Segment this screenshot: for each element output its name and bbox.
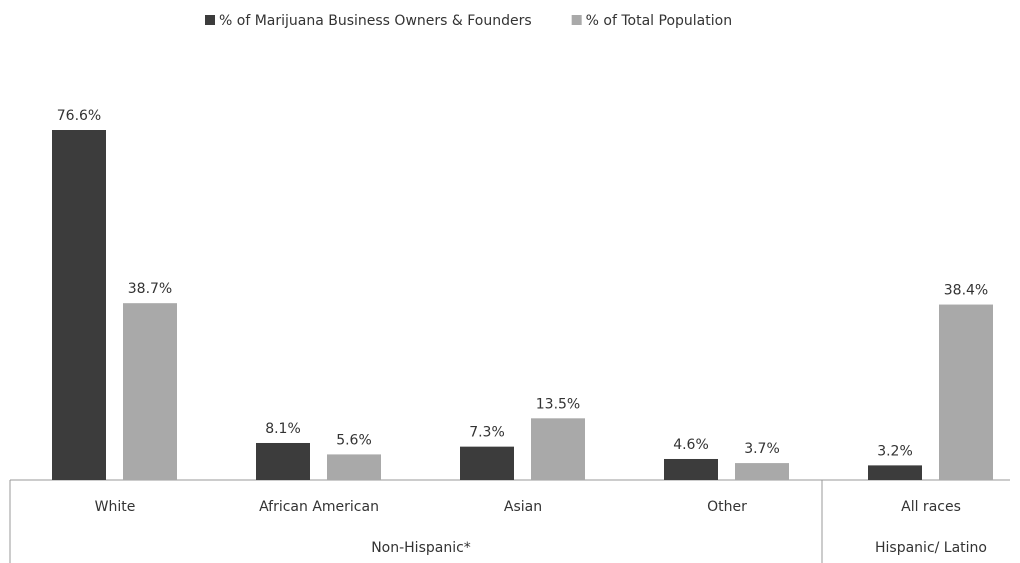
group-label: Hispanic/ Latino (875, 540, 987, 556)
data-label: 38.4% (944, 283, 988, 299)
x-tick-label: African American (259, 499, 379, 515)
bar (939, 304, 993, 480)
legend-label: % of Total Population (586, 13, 732, 29)
data-label: 3.7% (744, 441, 780, 457)
bar (735, 463, 789, 480)
data-label: 7.3% (469, 425, 505, 441)
legend-label: % of Marijuana Business Owners & Founder… (219, 13, 532, 29)
data-label: 13.5% (536, 396, 580, 412)
bar (664, 458, 718, 480)
data-label: 5.6% (336, 432, 372, 448)
bar (460, 446, 514, 480)
bar (256, 442, 310, 480)
data-label: 8.1% (265, 421, 301, 437)
x-tick-label: Asian (504, 499, 542, 515)
data-label: 4.6% (673, 437, 709, 453)
legend-swatch (571, 15, 582, 25)
bar (52, 130, 106, 480)
data-label: 38.7% (128, 281, 172, 297)
bar (123, 303, 177, 480)
x-tick-label: All races (901, 499, 961, 515)
bar (327, 454, 381, 480)
bar (868, 465, 922, 480)
data-label: 76.6% (57, 108, 101, 124)
data-label: 3.2% (877, 443, 913, 459)
x-tick-label: White (95, 499, 136, 515)
legend-swatch (205, 15, 215, 25)
x-tick-label: Other (707, 499, 747, 515)
bar (531, 418, 585, 480)
group-label: Non-Hispanic* (371, 540, 471, 556)
